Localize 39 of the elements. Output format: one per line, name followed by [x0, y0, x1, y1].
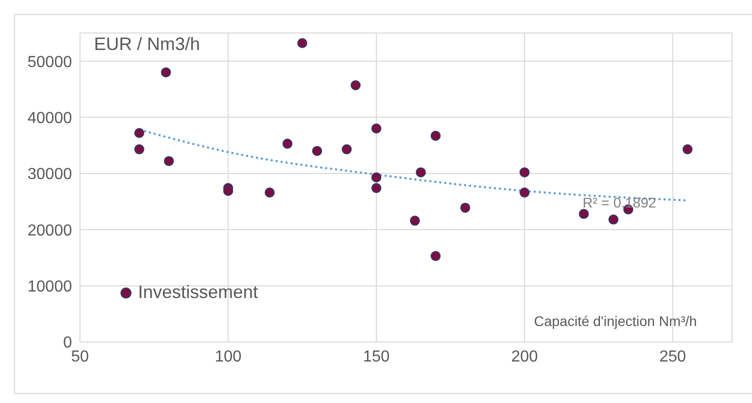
point — [134, 128, 144, 138]
point — [430, 251, 441, 262]
x-tick-label: 50 — [71, 348, 89, 366]
point — [682, 144, 693, 154]
y-tick-label: 30000 — [28, 166, 72, 184]
point — [350, 80, 361, 90]
point — [608, 214, 618, 225]
point — [460, 202, 470, 213]
point — [371, 172, 382, 182]
y-axis-title: EUR / Nm3/h — [94, 34, 200, 55]
annotation: R² = 0.1892 — [582, 194, 656, 211]
point — [430, 130, 441, 141]
x-tick-label: 150 — [363, 348, 390, 366]
y-tick-label: 50000 — [28, 54, 72, 71]
point — [282, 138, 292, 149]
point — [134, 144, 144, 154]
point — [578, 208, 589, 219]
point — [410, 216, 420, 226]
legend-label: Investissement — [137, 282, 258, 303]
point — [342, 144, 352, 154]
x-axis-title: Capacité d'injection Nm³/h — [534, 313, 697, 329]
point — [416, 167, 426, 178]
y-tick-label: 10000 — [28, 278, 72, 296]
point — [297, 38, 308, 48]
point — [520, 167, 530, 178]
y-tick-label: 40000 — [28, 110, 72, 127]
point — [264, 188, 275, 198]
y-tick-label: 0 — [63, 334, 72, 352]
y-tick-label: 20000 — [28, 222, 72, 240]
point — [371, 124, 382, 134]
point — [223, 186, 234, 196]
x-tick-label: 200 — [511, 348, 538, 366]
point — [164, 156, 174, 166]
point — [312, 146, 322, 156]
x-tick-label: 100 — [214, 348, 242, 366]
point — [160, 67, 171, 78]
x-tick-label: 250 — [659, 348, 686, 366]
point — [520, 188, 530, 198]
point — [371, 183, 382, 194]
